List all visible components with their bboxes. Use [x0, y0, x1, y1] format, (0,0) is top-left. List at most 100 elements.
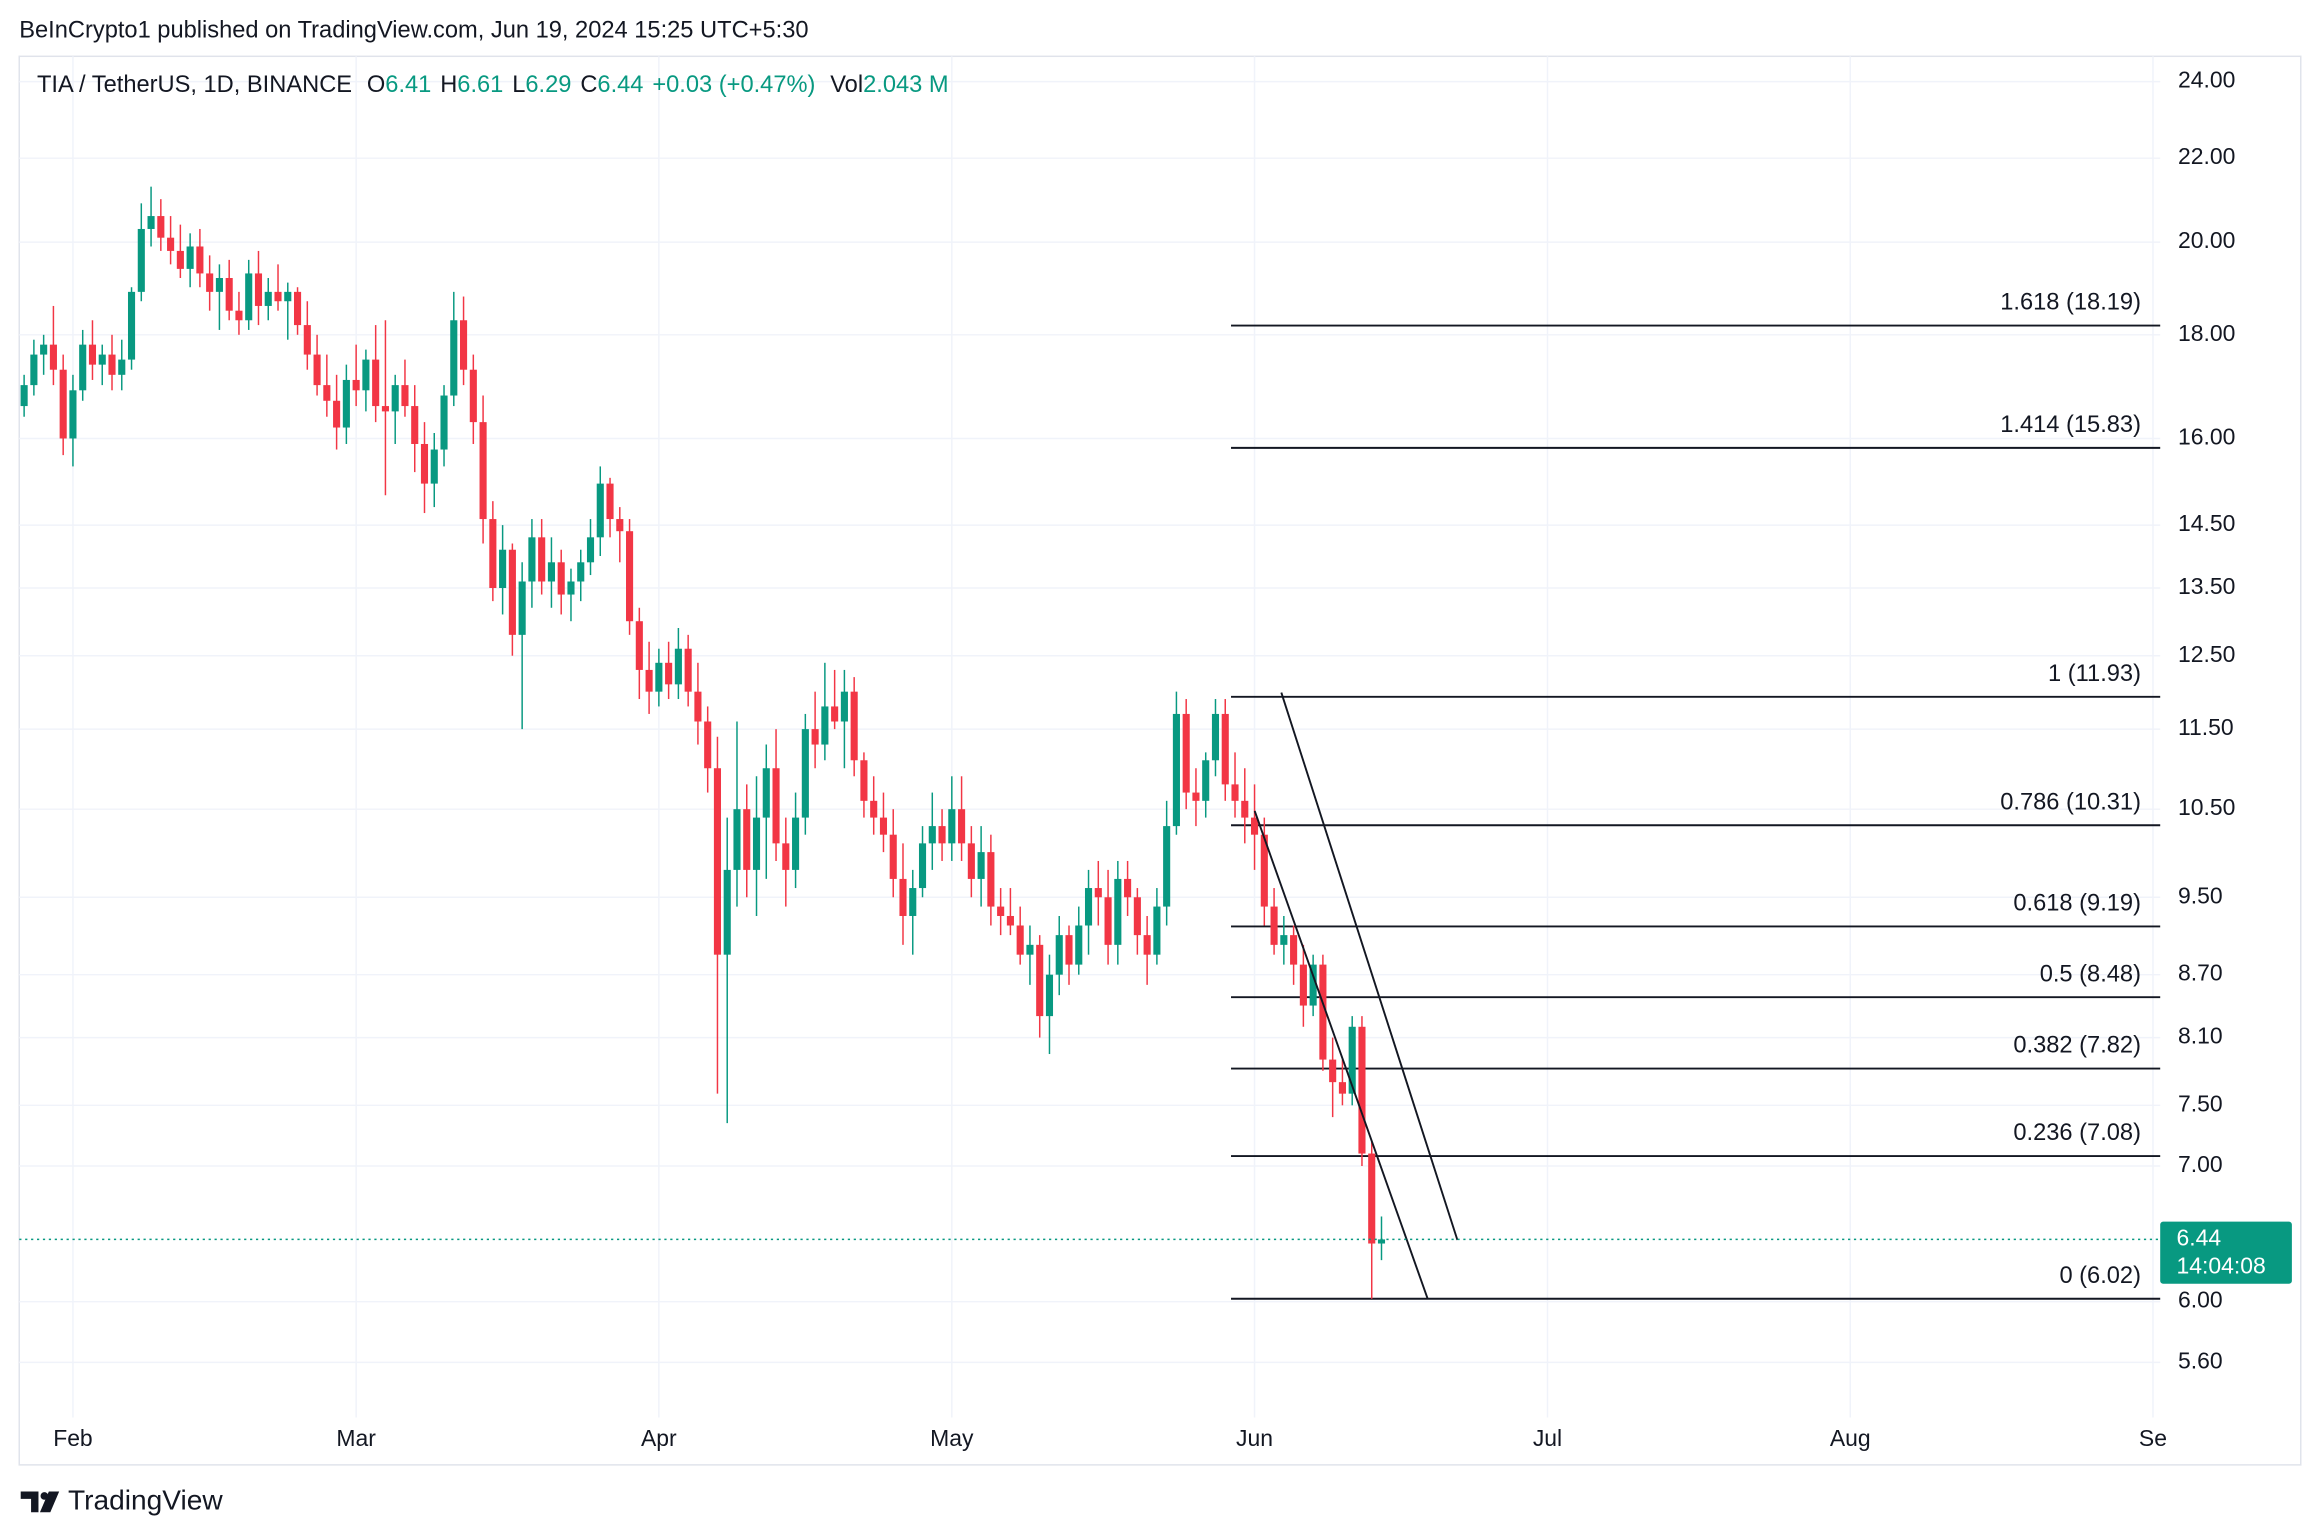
candle-body	[372, 359, 380, 407]
candle-body	[899, 878, 907, 916]
legend-field-value: 6.61	[457, 72, 503, 98]
candle-body	[538, 537, 546, 582]
candle-body	[274, 291, 282, 302]
candle-body	[508, 549, 516, 635]
candle-body	[98, 354, 106, 365]
last-price-label: 6.44	[2176, 1224, 2221, 1250]
legend-volume-label: Vol	[830, 72, 863, 98]
candle-body	[967, 843, 975, 879]
candle-body	[391, 385, 399, 412]
x-tick-label: Feb	[53, 1425, 93, 1451]
candle-body	[264, 291, 272, 306]
candle-body	[977, 852, 985, 879]
candle-body	[879, 817, 888, 835]
candle-body	[674, 648, 682, 685]
candle-body	[186, 246, 194, 269]
candle-body	[235, 310, 243, 321]
legend-change: +0.03 (+0.47%)	[652, 72, 815, 98]
candle-body	[655, 662, 663, 692]
candle-body	[801, 729, 809, 818]
candle-body	[518, 581, 526, 635]
candle-body	[831, 706, 839, 722]
candle-body	[254, 273, 263, 306]
candle-body	[1368, 1153, 1376, 1244]
candle-body	[362, 359, 370, 391]
candle-body	[1084, 888, 1093, 926]
legend-volume: 2.043 M	[863, 72, 948, 98]
candle-body	[577, 562, 585, 582]
x-tick-label: Jun	[1236, 1425, 1273, 1451]
candle-body	[958, 809, 966, 844]
candle-body	[88, 344, 97, 365]
candle-body	[1338, 1082, 1346, 1094]
logo-mark	[20, 1491, 39, 1513]
candle-body	[352, 379, 360, 391]
legend-field-label: C	[580, 72, 597, 98]
y-tick-label: 13.50	[2178, 573, 2235, 599]
candle-body	[1309, 964, 1317, 1006]
candle-body	[1075, 925, 1083, 965]
candle-body	[1192, 792, 1200, 801]
candle-body	[167, 237, 175, 251]
candle-body	[460, 320, 468, 370]
candle-body	[1211, 713, 1220, 761]
candle-body	[1094, 888, 1102, 898]
y-tick-label: 7.50	[2178, 1090, 2223, 1116]
candle-body	[762, 768, 770, 818]
candle-body	[586, 537, 595, 563]
candle-body	[1182, 713, 1190, 793]
candle-body	[1202, 760, 1210, 801]
legend-field-label: O	[367, 72, 385, 98]
candle-body	[1358, 1026, 1366, 1154]
candle-body	[1329, 1059, 1337, 1083]
candle-body	[157, 216, 165, 238]
countdown-label: 14:04:08	[2176, 1253, 2265, 1279]
candle-body	[1026, 944, 1034, 955]
fib-label: 0.5 (8.48)	[2040, 961, 2141, 987]
candle-body	[1172, 713, 1180, 827]
legend-field-label: L	[512, 72, 525, 98]
candle-body	[108, 354, 116, 375]
candle-body	[909, 888, 917, 916]
candle-body	[694, 691, 702, 722]
candle-body	[889, 834, 897, 879]
legend-field-value: 6.41	[385, 72, 431, 98]
y-tick-label: 22.00	[2178, 143, 2235, 169]
candle-body	[918, 843, 927, 889]
y-tick-label: 11.50	[2178, 714, 2234, 740]
y-tick-label: 18.00	[2178, 320, 2235, 346]
candle-body	[381, 406, 389, 412]
candle-body	[1241, 800, 1249, 818]
candle-body	[860, 760, 868, 801]
candle-body	[1163, 826, 1171, 907]
y-tick-label: 5.60	[2178, 1347, 2223, 1373]
x-tick-label: Mar	[336, 1425, 376, 1451]
fib-retracement: 1.618 (18.19) 1.414 (15.83) 1 (11.93) 0.786…	[1231, 290, 2161, 1300]
candle-body	[1153, 906, 1161, 955]
candle-body	[206, 273, 214, 292]
candle-body	[303, 325, 311, 355]
fib-label: 0.618 (9.19)	[2013, 891, 2141, 917]
candle-body	[49, 344, 57, 370]
candle-body	[30, 354, 38, 386]
candle-body	[225, 278, 233, 311]
candle-body	[479, 422, 487, 520]
candle-body	[420, 443, 429, 484]
fib-label: 1.414 (15.83)	[2000, 412, 2141, 438]
candle-body	[870, 800, 878, 818]
candle-body	[1250, 817, 1259, 835]
candle-body	[616, 519, 624, 532]
footer-brand: TradingView	[68, 1484, 223, 1515]
candle-body	[528, 537, 536, 582]
candle-body	[704, 721, 712, 769]
logo-mark	[39, 1491, 60, 1513]
candle-body	[440, 395, 448, 450]
y-tick-label: 24.00	[2178, 67, 2235, 93]
candle-body	[792, 817, 800, 870]
candle-body	[411, 406, 419, 444]
footer-logo	[20, 1491, 60, 1513]
y-tick-label: 6.00	[2178, 1287, 2223, 1313]
candle-body	[635, 621, 643, 670]
fib-label: 1.618 (18.19)	[2000, 290, 2141, 316]
candle-body	[811, 729, 819, 745]
